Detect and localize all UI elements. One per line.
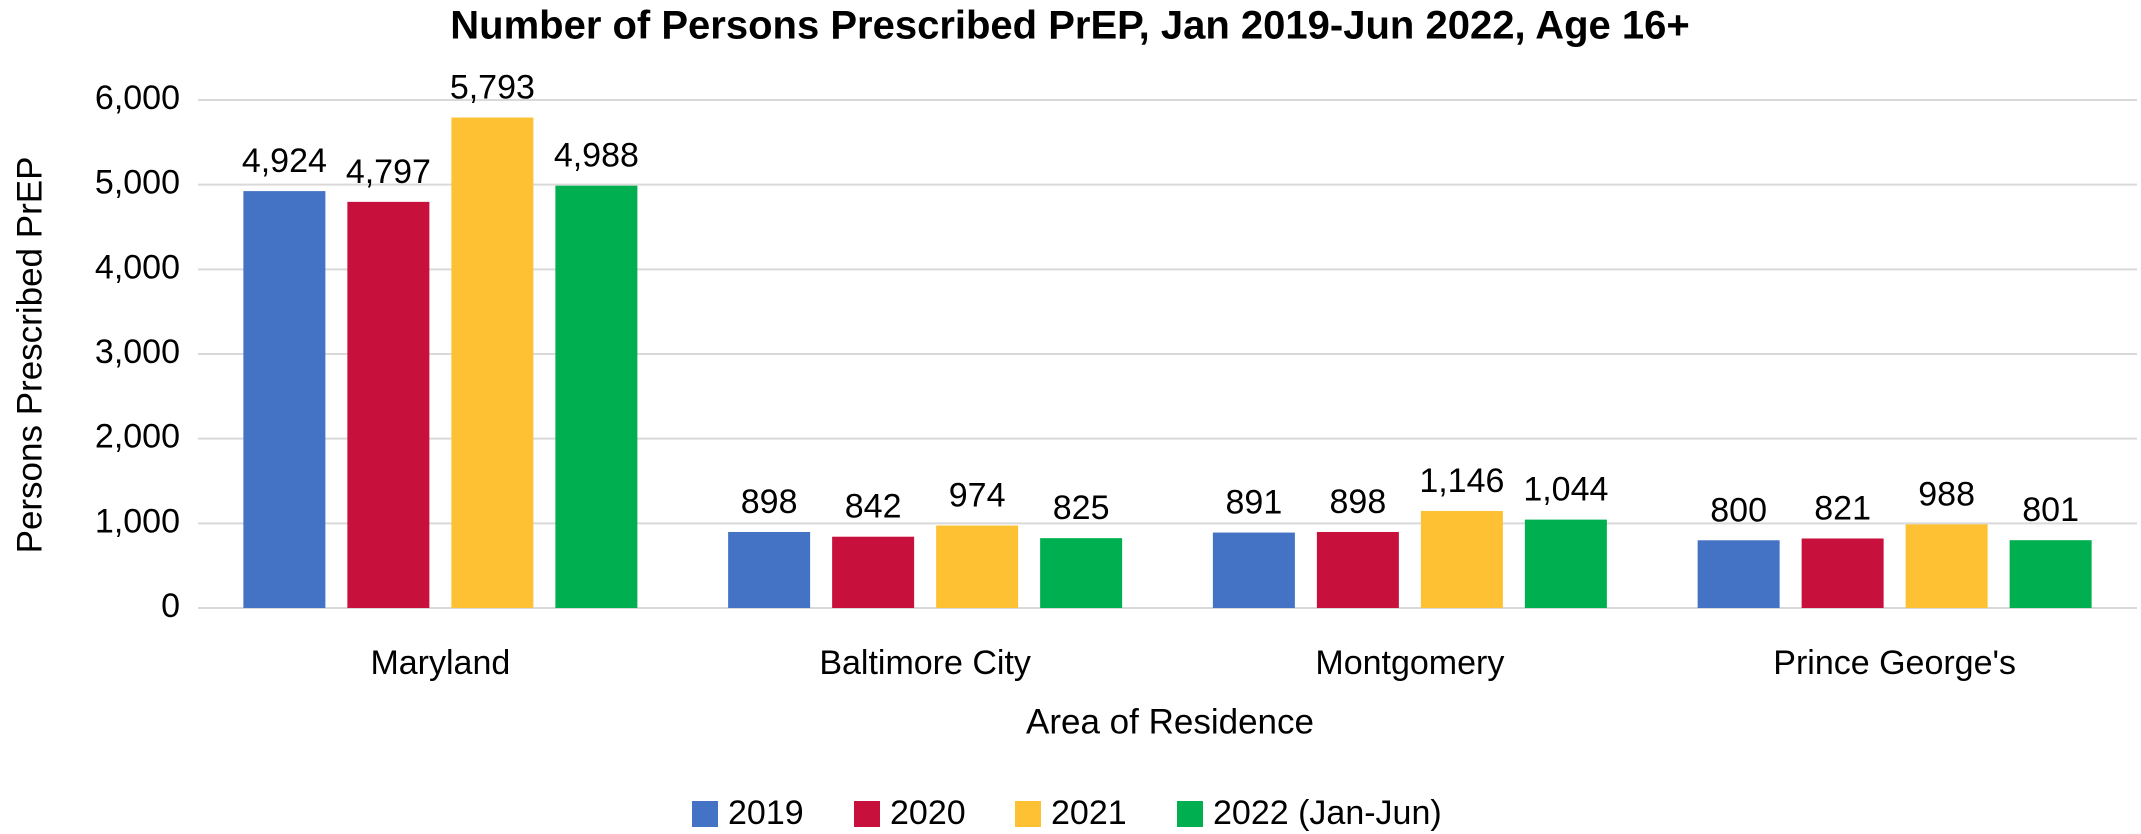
value-label: 825 [1053, 489, 1110, 527]
y-tick-label: 5,000 [95, 164, 180, 202]
x-tick-label: Prince George's [1773, 644, 2016, 682]
value-label: 1,146 [1419, 462, 1504, 500]
bar [347, 201, 430, 608]
legend-swatch [1015, 801, 1041, 827]
value-label: 1,044 [1523, 471, 1608, 509]
value-label: 4,924 [242, 142, 327, 180]
value-label: 898 [741, 483, 798, 521]
bar [1905, 524, 1988, 608]
legend-label: 2019 [728, 794, 804, 832]
value-label: 821 [1814, 489, 1871, 527]
value-label: 800 [1710, 491, 1767, 529]
value-label: 801 [2022, 491, 2079, 529]
legend-swatch [854, 801, 880, 827]
value-label: 898 [1330, 483, 1387, 521]
y-axis-title: Persons Prescribed PrEP [10, 157, 49, 554]
y-tick-label: 4,000 [95, 248, 180, 286]
value-label: 891 [1226, 484, 1283, 522]
legend-label: 2022 (Jan-Jun) [1213, 794, 1442, 832]
chart-title: Number of Persons Prescribed PrEP, Jan 2… [450, 4, 1689, 48]
value-label: 974 [949, 477, 1006, 515]
bar [832, 536, 915, 608]
value-label: 5,793 [450, 69, 535, 107]
value-label: 842 [845, 488, 902, 526]
y-tick-label: 2,000 [95, 418, 180, 456]
bar [1524, 519, 1607, 608]
bar [1212, 532, 1295, 608]
legend-label: 2021 [1051, 794, 1127, 832]
bar [2009, 540, 2092, 608]
bar [1040, 538, 1123, 608]
x-tick-label: Baltimore City [819, 644, 1031, 682]
bar [1801, 538, 1884, 608]
y-tick-label: 3,000 [95, 333, 180, 371]
x-tick-label: Maryland [370, 644, 510, 682]
value-label: 988 [1918, 475, 1975, 513]
x-axis-title: Area of Residence [1026, 702, 1314, 741]
bar [1697, 540, 1780, 608]
x-tick-label: Montgomery [1315, 644, 1504, 682]
bar [555, 185, 638, 608]
y-tick-label: 1,000 [95, 502, 180, 540]
y-tick-label: 0 [161, 587, 180, 625]
y-tick-label: 6,000 [95, 79, 180, 117]
value-label: 4,797 [346, 153, 431, 191]
legend-swatch [1177, 801, 1203, 827]
legend-label: 2020 [890, 794, 966, 832]
bar [451, 117, 534, 608]
legend-swatch [692, 801, 718, 827]
bar [728, 531, 811, 608]
bar [243, 191, 326, 609]
bar [936, 525, 1019, 608]
bar [1316, 531, 1399, 608]
bar [1420, 510, 1503, 608]
value-label: 4,988 [554, 137, 639, 175]
